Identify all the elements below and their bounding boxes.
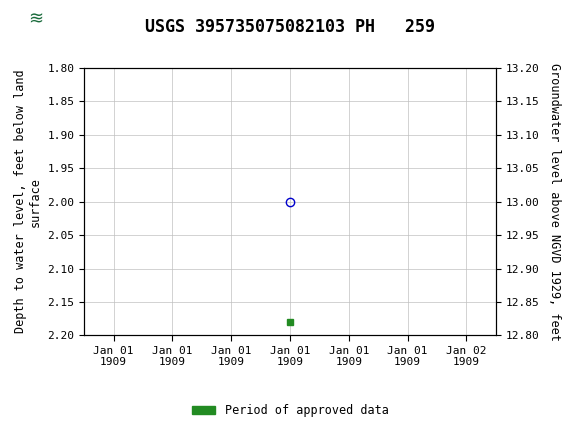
FancyBboxPatch shape: [7, 5, 65, 33]
Text: ≋: ≋: [28, 10, 44, 28]
Y-axis label: Groundwater level above NGVD 1929, feet: Groundwater level above NGVD 1929, feet: [548, 63, 561, 341]
Text: USGS: USGS: [74, 9, 133, 28]
Text: USGS 395735075082103 PH   259: USGS 395735075082103 PH 259: [145, 18, 435, 36]
Y-axis label: Depth to water level, feet below land
surface: Depth to water level, feet below land su…: [14, 70, 42, 334]
Legend: Period of approved data: Period of approved data: [187, 399, 393, 422]
